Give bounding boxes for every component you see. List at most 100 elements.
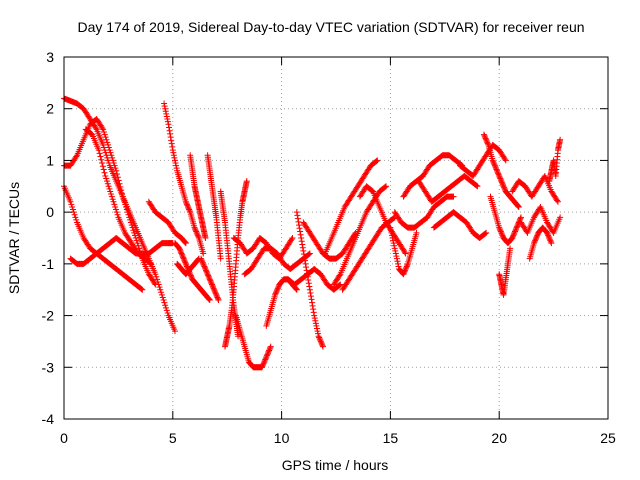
point-1-6-6 <box>105 141 112 148</box>
point-25-0-4 <box>389 235 396 241</box>
point-17-2-6 <box>275 284 282 291</box>
point-18-2-5 <box>305 277 312 284</box>
point-0-15-3 <box>161 299 168 306</box>
point-7-8-0 <box>206 297 213 304</box>
point-31-4-3 <box>500 181 507 188</box>
point-18-1-4 <box>300 247 307 254</box>
point-1-13-7 <box>151 280 158 287</box>
point-1-11-2 <box>134 240 141 247</box>
point-18-4-1 <box>311 315 318 322</box>
x-tick-label-3: 15 <box>383 430 399 446</box>
point-11-2-1 <box>207 277 214 284</box>
point-25-0-0 <box>387 224 394 231</box>
chart-title: Day 174 of 2019, Sidereal Day-to-day VTE… <box>77 19 584 35</box>
point-32-5-1 <box>509 233 516 240</box>
point-1-9-6 <box>124 209 131 216</box>
point-36-4-2 <box>545 232 552 239</box>
y-tick-label-6: -3 <box>42 359 55 375</box>
point-5-0-3 <box>162 108 169 115</box>
point-32-2-0 <box>496 224 503 231</box>
point-5-7-1 <box>192 225 199 232</box>
point-36-1-3 <box>532 236 539 243</box>
point-14-7-0 <box>263 353 270 360</box>
point-14-7-2 <box>264 351 271 358</box>
point-18-6-0 <box>319 343 326 350</box>
series-track-6 <box>161 100 207 257</box>
point-11-3-7 <box>214 295 221 302</box>
point-22-0-7 <box>336 272 343 279</box>
point-2-1-3 <box>69 206 76 213</box>
point-5-0-5 <box>163 113 170 120</box>
point-32-2-4 <box>498 229 505 236</box>
point-18-1-5 <box>300 251 307 258</box>
point-0-14-0 <box>152 271 159 278</box>
point-25-0-5 <box>390 237 397 244</box>
point-31-4-5 <box>501 184 508 191</box>
point-14-6-5 <box>261 357 268 364</box>
series-track-36 <box>517 203 564 236</box>
point-6-5-6 <box>181 238 188 245</box>
y-tick-label-5: -2 <box>42 308 55 324</box>
point-18-0-5 <box>296 225 303 232</box>
point-7-7-6 <box>205 295 212 302</box>
point-11-3-4 <box>213 291 220 298</box>
plot-frame <box>63 56 609 420</box>
point-22-7-7 <box>382 183 389 190</box>
series-track-35 <box>509 172 561 205</box>
point-5-1-1 <box>165 124 172 131</box>
point-0-15-5 <box>163 304 169 311</box>
series-track-12 <box>198 255 222 304</box>
point-32-6-1 <box>514 223 521 230</box>
point-11-4-0 <box>215 297 222 304</box>
point-1-8-3 <box>115 177 122 184</box>
point-18-3-5 <box>309 302 316 309</box>
point-18-5-5 <box>318 339 325 346</box>
point-5-2-0 <box>169 147 176 154</box>
point-5-5-3 <box>184 202 191 209</box>
point-25-0-2 <box>388 229 395 236</box>
point-29-8-0 <box>483 229 490 236</box>
point-4-3-4 <box>105 183 112 190</box>
point-11-2-0 <box>206 276 213 283</box>
point-11-0-7 <box>201 264 208 271</box>
point-0-15-7 <box>164 309 171 316</box>
point-4-2-6 <box>100 166 107 173</box>
point-11-1-0 <box>202 266 209 273</box>
point-4-4-2 <box>110 198 117 205</box>
point-1-6-1 <box>100 128 107 135</box>
x-tick-label-4: 20 <box>491 430 507 446</box>
point-18-3-3 <box>308 296 315 303</box>
point-32-2-5 <box>498 231 505 238</box>
point-5-1-6 <box>168 140 175 147</box>
point-1-11-0 <box>132 235 139 241</box>
point-11-2-6 <box>210 284 217 291</box>
point-1-9-1 <box>120 196 127 203</box>
x-axis-label: GPS time / hours <box>282 457 389 473</box>
point-4-4-7 <box>114 211 121 218</box>
point-14-7-3 <box>265 350 271 357</box>
series-track-38 <box>546 136 564 185</box>
point-1-5-7 <box>99 125 106 132</box>
point-31-2-5 <box>492 163 499 170</box>
point-18-0-7 <box>297 231 304 238</box>
point-7-2-4 <box>182 260 189 267</box>
point-31-0-0 <box>480 131 487 138</box>
point-7-1-3 <box>177 249 184 256</box>
point-31-3-0 <box>494 167 501 174</box>
point-23-7-7 <box>390 214 397 221</box>
x-tick-label-2: 10 <box>274 430 290 446</box>
point-1-10-7 <box>131 232 138 239</box>
point-18-1-6 <box>301 254 308 261</box>
point-18-4-3 <box>312 320 319 327</box>
series-track-20 <box>285 266 344 293</box>
point-5-1-7 <box>169 143 176 150</box>
point-4-4-0 <box>108 193 115 200</box>
point-31-3-2 <box>495 170 502 177</box>
point-1-6-7 <box>105 144 112 151</box>
point-25-1-4 <box>393 255 400 262</box>
point-37-5-0 <box>557 136 564 143</box>
point-25-1-1 <box>392 247 399 254</box>
point-5-1-2 <box>166 127 173 134</box>
point-7-1-6 <box>179 253 186 260</box>
